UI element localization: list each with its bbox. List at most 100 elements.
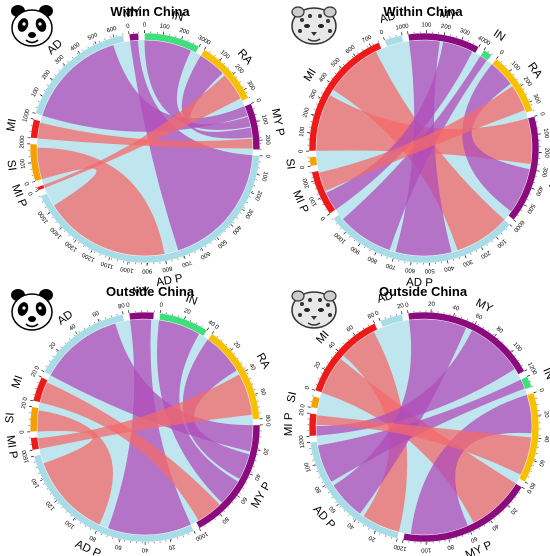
minor-tick-mark [528, 98, 530, 100]
tick-mark [453, 312, 455, 316]
minor-tick-mark [88, 324, 90, 327]
segment-arc-si [29, 406, 39, 433]
minor-tick-mark [529, 380, 532, 382]
minor-tick-mark [228, 226, 231, 229]
minor-tick-mark [205, 245, 207, 248]
minor-tick-mark [99, 319, 101, 322]
tick-label: 100 [304, 461, 313, 473]
minor-tick-mark [314, 188, 317, 190]
minor-tick-mark [334, 351, 337, 354]
minor-tick-mark [500, 61, 503, 63]
tick-label: 1100 [100, 259, 115, 269]
tick-label: 0 [20, 135, 26, 140]
minor-tick-mark [67, 60, 69, 63]
minor-tick-mark [527, 476, 530, 478]
minor-tick-mark [511, 501, 513, 503]
minor-tick-mark [50, 79, 53, 81]
tick-label: 0 [300, 403, 307, 408]
minor-tick-mark [78, 242, 80, 244]
minor-tick-mark [318, 476, 321, 478]
minor-tick-mark [317, 378, 320, 380]
panda-icon [11, 289, 53, 331]
minor-tick-mark [524, 481, 527, 483]
tick-label: 80 [367, 312, 376, 321]
minor-tick-mark [231, 502, 234, 504]
minor-tick-mark [338, 68, 341, 70]
minor-tick-mark [201, 325, 203, 328]
tick-mark [494, 333, 497, 337]
minor-tick-mark [331, 496, 334, 499]
minor-tick-mark [532, 109, 535, 111]
tick-mark [219, 513, 223, 517]
minor-tick-mark [502, 510, 505, 512]
tick-mark [219, 58, 222, 61]
minor-tick-mark [364, 246, 366, 249]
tick-mark [336, 503, 339, 507]
chord-ribbon-si-to-ad-p [36, 410, 113, 525]
chord-ribbon-mi-p-to-ra [37, 374, 253, 449]
minor-tick-mark [52, 355, 55, 357]
tick-label: 20 [314, 361, 323, 370]
segment-arc-my [407, 311, 525, 375]
minor-tick-mark [44, 206, 47, 208]
tick-mark [73, 239, 77, 243]
minor-tick-mark [330, 77, 333, 79]
minor-tick-mark [253, 389, 256, 391]
panel-panda-outside-china: Outside China 0MY02040IN020406080RA02040… [4, 284, 274, 556]
tick-label: 300 [531, 93, 541, 105]
tick-label: 100 [196, 530, 208, 540]
segment-label-my: MY [123, 7, 142, 21]
tick-mark [216, 237, 220, 241]
minor-tick-mark [64, 342, 66, 344]
segment-arc-in [480, 49, 493, 62]
tick-label: 80 [446, 543, 454, 550]
minor-tick-mark [51, 216, 54, 219]
minor-tick-mark [61, 507, 63, 509]
minor-tick-mark [56, 351, 58, 353]
tick-label: 60 [474, 313, 483, 322]
tick-label: 500 [215, 238, 227, 249]
tick-mark [56, 348, 59, 352]
tick-label: 80 [314, 484, 323, 493]
minor-tick-mark [344, 232, 346, 234]
minor-tick-mark [188, 533, 190, 535]
tick-label: 60 [328, 504, 337, 513]
minor-tick-mark [497, 337, 499, 339]
minor-tick-mark [523, 204, 526, 206]
tick-label: 200 [233, 64, 244, 76]
minor-tick-mark [105, 317, 107, 319]
tick-label: 0 [405, 23, 410, 29]
minor-tick-mark [478, 527, 480, 530]
chord-ribbon-mi-to-my-p [321, 358, 517, 523]
minor-tick-mark [243, 207, 245, 209]
minor-tick-mark [62, 65, 65, 67]
segment-label-mi-p: MI P [4, 434, 19, 459]
minor-tick-mark [40, 478, 43, 480]
minor-tick-mark [462, 535, 464, 537]
tick-label: 0 [374, 310, 380, 317]
tick-label: 40 [346, 521, 355, 530]
tick-mark [54, 500, 57, 503]
tick-mark [335, 348, 339, 351]
minor-tick-mark [79, 522, 81, 524]
tick-label: 200 [440, 24, 452, 32]
tick-label: 100 [159, 23, 170, 31]
segment-label-mi: MI [302, 67, 319, 84]
minor-tick-mark [483, 524, 486, 527]
segment-label-my-p: MY P [249, 480, 274, 510]
tick-mark [39, 479, 43, 482]
tick-mark [507, 505, 511, 508]
tick-label: 40 [68, 323, 77, 332]
minor-tick-mark [242, 487, 245, 489]
segment-arc-ra [207, 333, 260, 420]
minor-tick-mark [58, 69, 60, 72]
minor-tick-mark [250, 471, 253, 473]
minor-tick-mark [482, 326, 485, 329]
minor-tick-mark [239, 492, 241, 494]
minor-tick-mark [487, 50, 489, 53]
tick-label: 0 [498, 50, 505, 57]
tick-label: 200 [41, 69, 52, 81]
segment-label-ad-p: AD P [73, 538, 103, 556]
